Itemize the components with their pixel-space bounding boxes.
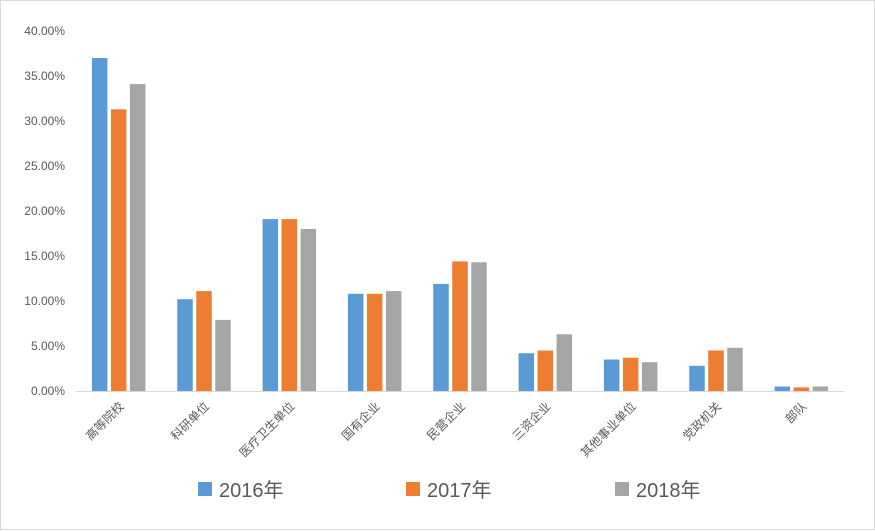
bar bbox=[471, 262, 487, 391]
bar bbox=[812, 386, 829, 391]
y-tick-label: 15.00% bbox=[24, 249, 65, 263]
bar bbox=[793, 387, 810, 391]
y-tick-label: 0.00% bbox=[31, 384, 65, 398]
bar bbox=[689, 365, 705, 391]
bar bbox=[366, 293, 383, 391]
bar bbox=[727, 347, 743, 391]
bar bbox=[300, 229, 317, 391]
legend-swatch bbox=[198, 482, 212, 496]
bar bbox=[110, 109, 127, 392]
category-label: 民营企业 bbox=[424, 399, 469, 444]
bar bbox=[622, 357, 639, 391]
legend-label: 2017年 bbox=[427, 479, 492, 502]
category-label: 医疗卫生单位 bbox=[236, 399, 298, 461]
y-tick-label: 40.00% bbox=[24, 24, 65, 38]
bar bbox=[537, 350, 554, 391]
bar bbox=[129, 84, 146, 391]
bar bbox=[556, 334, 573, 391]
bar bbox=[518, 353, 535, 391]
category-label: 科研单位 bbox=[168, 399, 213, 444]
legend-label: 2016年 bbox=[219, 479, 284, 502]
bar bbox=[281, 219, 298, 391]
category-label: 部队 bbox=[782, 399, 810, 427]
y-tick-label: 30.00% bbox=[24, 114, 65, 128]
legend-swatch bbox=[615, 482, 629, 496]
bar bbox=[177, 299, 193, 391]
bar bbox=[262, 219, 279, 391]
bar bbox=[347, 293, 364, 391]
bar bbox=[91, 58, 108, 391]
legend-label: 2018年 bbox=[636, 479, 701, 502]
y-tick-label: 20.00% bbox=[24, 204, 65, 218]
bar bbox=[452, 261, 468, 391]
category-label: 其他事业单位 bbox=[577, 399, 639, 461]
category-label: 党政机关 bbox=[680, 399, 725, 444]
category-label: 国有企业 bbox=[338, 399, 383, 444]
bar bbox=[603, 359, 620, 391]
bar bbox=[774, 386, 791, 391]
bar bbox=[215, 319, 231, 391]
bar bbox=[385, 291, 402, 391]
y-tick-label: 35.00% bbox=[24, 69, 65, 83]
category-label: 三资企业 bbox=[509, 399, 554, 444]
bar bbox=[641, 362, 658, 391]
y-tick-label: 10.00% bbox=[24, 294, 65, 308]
bar bbox=[433, 283, 449, 391]
y-tick-label: 5.00% bbox=[31, 339, 65, 353]
category-label: 高等院校 bbox=[82, 399, 127, 444]
bar bbox=[196, 291, 212, 391]
legend-swatch bbox=[406, 482, 420, 496]
y-tick-label: 25.00% bbox=[24, 159, 65, 173]
bar bbox=[708, 350, 724, 391]
